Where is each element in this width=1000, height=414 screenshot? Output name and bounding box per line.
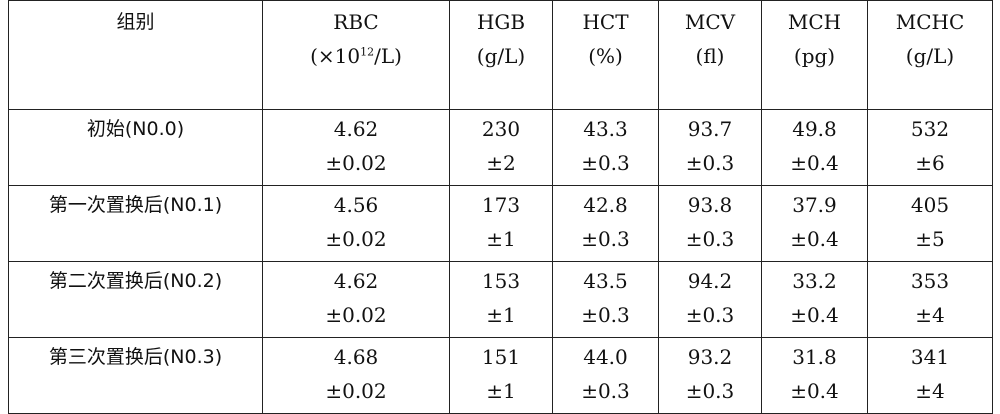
group-cell: 第三次置换后(N0.3)	[8, 337, 263, 414]
mcv-cell: 93.8 ±0.3	[658, 185, 762, 262]
hct-cell: 44.0 ±0.3	[552, 337, 659, 414]
header-mch: MCH (pg)	[761, 0, 868, 110]
mchc-cell: 341 ±4	[867, 337, 993, 414]
mchc-cell: 353 ±4	[867, 261, 993, 338]
mcv-cell: 94.2 ±0.3	[658, 261, 762, 338]
header-rbc-unit: (×1012/L)	[310, 44, 402, 68]
header-mchc: MCHC (g/L)	[867, 0, 993, 110]
table-row: 第二次置换后(N0.2) 4.62 ±0.02 153 ±1 43.5 ±0.3 94…	[8, 261, 993, 338]
header-group: 组别	[8, 0, 263, 110]
mch-cell: 49.8 ±0.4	[761, 109, 868, 186]
header-hgb-name: HGB	[476, 10, 526, 34]
header-mcv: MCV (fl)	[658, 0, 762, 110]
hgb-cell: 151 ±1	[449, 337, 553, 414]
group-cell: 初始(N0.0)	[8, 109, 263, 186]
header-mcv-name: MCV	[684, 10, 736, 34]
rbc-cell: 4.62 ±0.02	[262, 261, 450, 338]
mchc-cell: 405 ±5	[867, 185, 993, 262]
blood-parameters-table: 组别 RBC (×1012/L) HGB (g/L) HCT (%) MCV (…	[8, 0, 993, 414]
table-row: 初始(N0.0) 4.62 ±0.02 230 ±2 43.3 ±0.3 93.7 ±0…	[8, 109, 993, 186]
rbc-cell: 4.56 ±0.02	[262, 185, 450, 262]
header-group-name: 组别	[116, 11, 155, 33]
mcv-cell: 93.7 ±0.3	[658, 109, 762, 186]
header-hct-unit: (%)	[588, 44, 623, 68]
hct-cell: 43.3 ±0.3	[552, 109, 659, 186]
header-rbc-name: RBC	[333, 10, 379, 34]
mch-cell: 37.9 ±0.4	[761, 185, 868, 262]
header-hgb-unit: (g/L)	[476, 44, 526, 68]
header-mch-name: MCH	[787, 10, 842, 34]
hgb-cell: 153 ±1	[449, 261, 553, 338]
mchc-cell: 532 ±6	[867, 109, 993, 186]
header-hct: HCT (%)	[552, 0, 659, 110]
mcv-cell: 93.2 ±0.3	[658, 337, 762, 414]
header-hgb: HGB (g/L)	[449, 0, 553, 110]
rbc-cell: 4.68 ±0.02	[262, 337, 450, 414]
header-rbc: RBC (×1012/L)	[262, 0, 450, 110]
group-cell: 第二次置换后(N0.2)	[8, 261, 263, 338]
table-row: 第三次置换后(N0.3) 4.68 ±0.02 151 ±1 44.0 ±0.3 93…	[8, 337, 993, 414]
table-row: 第一次置换后(N0.1) 4.56 ±0.02 173 ±1 42.8 ±0.3 93…	[8, 185, 993, 262]
header-mchc-unit: (g/L)	[905, 44, 955, 68]
header-hct-name: HCT	[582, 10, 629, 34]
header-mch-unit: (pg)	[793, 44, 836, 68]
hgb-cell: 230 ±2	[449, 109, 553, 186]
mch-cell: 31.8 ±0.4	[761, 337, 868, 414]
hgb-cell: 173 ±1	[449, 185, 553, 262]
header-mchc-name: MCHC	[895, 10, 965, 34]
mch-cell: 33.2 ±0.4	[761, 261, 868, 338]
rbc-cell: 4.62 ±0.02	[262, 109, 450, 186]
group-cell: 第一次置换后(N0.1)	[8, 185, 263, 262]
hct-cell: 42.8 ±0.3	[552, 185, 659, 262]
hct-cell: 43.5 ±0.3	[552, 261, 659, 338]
header-row: 组别 RBC (×1012/L) HGB (g/L) HCT (%) MCV (…	[8, 0, 993, 110]
header-mcv-unit: (fl)	[695, 44, 725, 68]
